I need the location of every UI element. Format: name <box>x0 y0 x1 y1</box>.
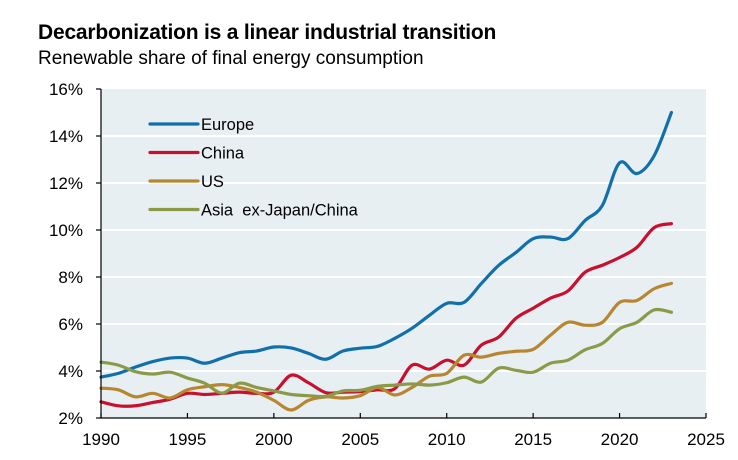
legend-label: Asia ex-Japan/China <box>201 202 359 220</box>
chart-subtitle: Renewable share of final energy consumpt… <box>38 48 424 69</box>
y-tick-label: 2% <box>58 409 83 428</box>
plot-area <box>101 89 706 418</box>
x-tick-label: 2010 <box>428 430 466 449</box>
legend: Europe China US Asia ex-Japan/China <box>148 116 359 220</box>
y-tick-label: 8% <box>58 268 83 287</box>
series-lines <box>99 110 674 412</box>
x-tick-label: 2000 <box>255 430 293 449</box>
legend-label: China <box>201 145 245 163</box>
x-tick-label: 1990 <box>82 430 120 449</box>
axes <box>100 89 706 419</box>
x-tick-label: 2005 <box>341 430 379 449</box>
legend-label: Europe <box>201 116 254 134</box>
y-tick-label: 10% <box>49 221 83 240</box>
gridlines <box>101 135 706 372</box>
y-axis-ticks: 2% 4% 6% 8% 10% 12% 14% 16% <box>49 80 101 428</box>
series-line-asia-ex-japan-china <box>99 307 674 399</box>
legend-item-us: US <box>148 173 224 191</box>
legend-item-china: China <box>148 145 245 163</box>
series-line-us <box>99 281 674 412</box>
legend-item-asia-ex-japan-china: Asia ex-Japan/China <box>148 202 359 220</box>
legend-label: US <box>201 173 224 191</box>
x-axis-ticks: 1990 1995 2000 2005 2010 2015 2020 2025 <box>82 413 725 449</box>
x-tick-label: 2020 <box>601 430 639 449</box>
chart-title: Decarbonization is a linear industrial t… <box>38 21 497 44</box>
y-tick-label: 14% <box>49 127 83 146</box>
y-tick-label: 6% <box>58 315 83 334</box>
legend-item-europe: Europe <box>148 116 254 134</box>
y-tick-label: 4% <box>58 362 83 381</box>
x-tick-label: 2025 <box>687 430 725 449</box>
series-line-europe <box>99 110 674 379</box>
x-tick-label: 1995 <box>169 430 207 449</box>
y-tick-label: 12% <box>49 174 83 193</box>
y-tick-label: 16% <box>49 80 83 99</box>
x-tick-label: 2015 <box>514 430 552 449</box>
